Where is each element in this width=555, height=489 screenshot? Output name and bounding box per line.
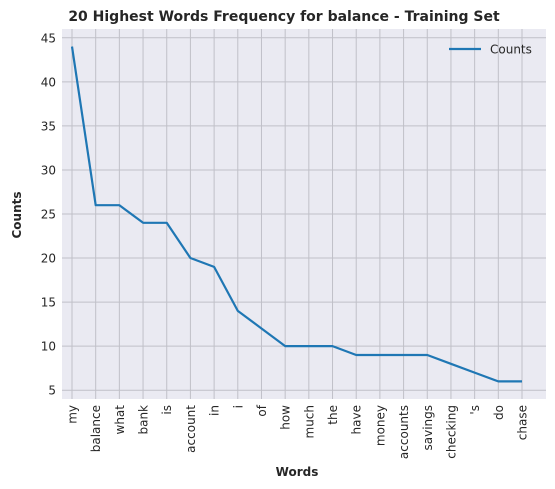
y-tick-label: 30 bbox=[41, 163, 56, 177]
x-tick-label: bank bbox=[137, 405, 151, 435]
x-axis-title: Words bbox=[276, 465, 319, 479]
x-tick-label: much bbox=[302, 405, 316, 439]
y-tick-label: 45 bbox=[41, 31, 56, 45]
x-tick-label: money bbox=[373, 405, 387, 446]
x-tick-label: account bbox=[184, 405, 198, 453]
y-tick-label: 35 bbox=[41, 119, 56, 133]
legend-label-counts: Counts bbox=[490, 43, 532, 57]
y-tick-label: 5 bbox=[48, 384, 56, 398]
x-tick-label: is bbox=[160, 405, 174, 415]
x-tick-label: in bbox=[208, 405, 222, 416]
y-tick-label: 10 bbox=[41, 340, 56, 354]
x-tick-label: what bbox=[113, 405, 127, 435]
x-tick-labels: my balance what bank is account in i of how much th… bbox=[66, 404, 530, 459]
x-tick-label: my bbox=[66, 405, 80, 424]
grid-layer bbox=[62, 29, 546, 399]
y-tick-label: 15 bbox=[41, 296, 56, 310]
y-tick-label: 20 bbox=[41, 252, 56, 266]
y-tick-label: 40 bbox=[41, 75, 56, 89]
x-tick-label: i bbox=[231, 405, 245, 408]
x-tick-label: savings bbox=[421, 405, 435, 451]
y-tick-label: 25 bbox=[41, 208, 56, 222]
x-tick-label: accounts bbox=[397, 405, 411, 459]
y-tick-labels: 5 10 15 20 25 30 35 40 45 bbox=[41, 31, 56, 397]
y-axis-title: Counts bbox=[10, 191, 24, 238]
x-tick-label: of bbox=[255, 404, 269, 416]
x-tick-label: do bbox=[492, 405, 506, 420]
chart-title: 20 Highest Words Frequency for balance -… bbox=[68, 9, 500, 25]
legend: Counts bbox=[449, 43, 532, 57]
x-tick-label: 's bbox=[468, 405, 482, 415]
x-tick-label: the bbox=[326, 405, 340, 425]
x-tick-label: have bbox=[350, 405, 364, 434]
series-line-counts bbox=[70, 46, 522, 383]
x-tick-label: chase bbox=[516, 405, 530, 440]
x-tick-label: how bbox=[279, 405, 293, 430]
x-tick-label: balance bbox=[89, 405, 103, 452]
x-tick-label: checking bbox=[444, 405, 458, 459]
